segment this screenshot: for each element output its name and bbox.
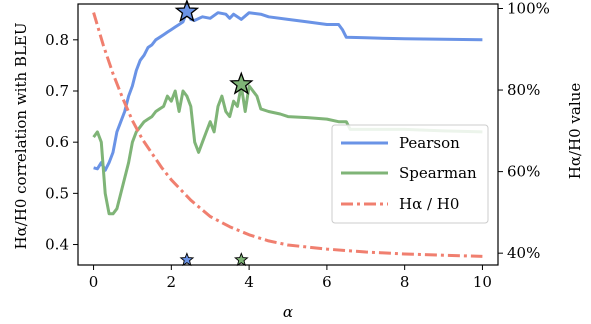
star-marker-pearson-large (174, 0, 200, 23)
series-line-spearman (92, 84, 483, 216)
legend-label-pearson: Pearson (399, 134, 460, 152)
x-tick-label: 2 (167, 273, 177, 291)
y-left-tick-label: 0.4 (45, 236, 69, 254)
y-right-tick-label: 80% (507, 81, 540, 99)
x-tick-label: 4 (244, 273, 254, 291)
y-left-tick-label: 0.5 (45, 184, 69, 202)
star-marker-pearson-small (179, 252, 195, 267)
legend-label-spearman: Spearman (399, 164, 477, 182)
y-axis-left-title: Hα/H0 correlation with BLEU (12, 23, 30, 250)
marker-layer (174, 0, 254, 267)
x-tick-label: 8 (400, 273, 410, 291)
series-layer (92, 10, 483, 258)
y-left-tick-label: 0.8 (45, 31, 69, 49)
y-right-tick-label: 60% (507, 163, 540, 181)
x-tick-label: 0 (89, 273, 99, 291)
x-tick-label: 10 (473, 273, 492, 291)
series-line-pearson (93, 10, 483, 172)
y-axis-right: 40% 60% 80% 100% (498, 0, 550, 262)
y-right-tick-label: 100% (507, 0, 550, 17)
y-left-tick-label: 0.6 (45, 133, 69, 151)
legend: Pearson Spearman Hα / H0 (331, 124, 489, 224)
legend-label-ratio: Hα / H0 (399, 195, 459, 213)
y-axis-right-title: Hα/H0 value (566, 83, 584, 180)
star-marker-spearman-small (234, 252, 249, 267)
x-axis: 0 2 4 6 8 10 (89, 265, 492, 291)
series-line-h-h0 (92, 12, 483, 258)
y-right-tick-label: 40% (507, 244, 540, 262)
y-axis-left: 0.4 0.5 0.6 0.7 0.8 (45, 31, 78, 254)
y-left-tick-label: 0.7 (45, 82, 69, 100)
star-marker-spearman-large (229, 71, 254, 95)
plot-frame (77, 3, 499, 266)
legend-frame (331, 124, 489, 224)
x-tick-label: 6 (322, 273, 332, 291)
x-axis-title: α (283, 303, 293, 321)
